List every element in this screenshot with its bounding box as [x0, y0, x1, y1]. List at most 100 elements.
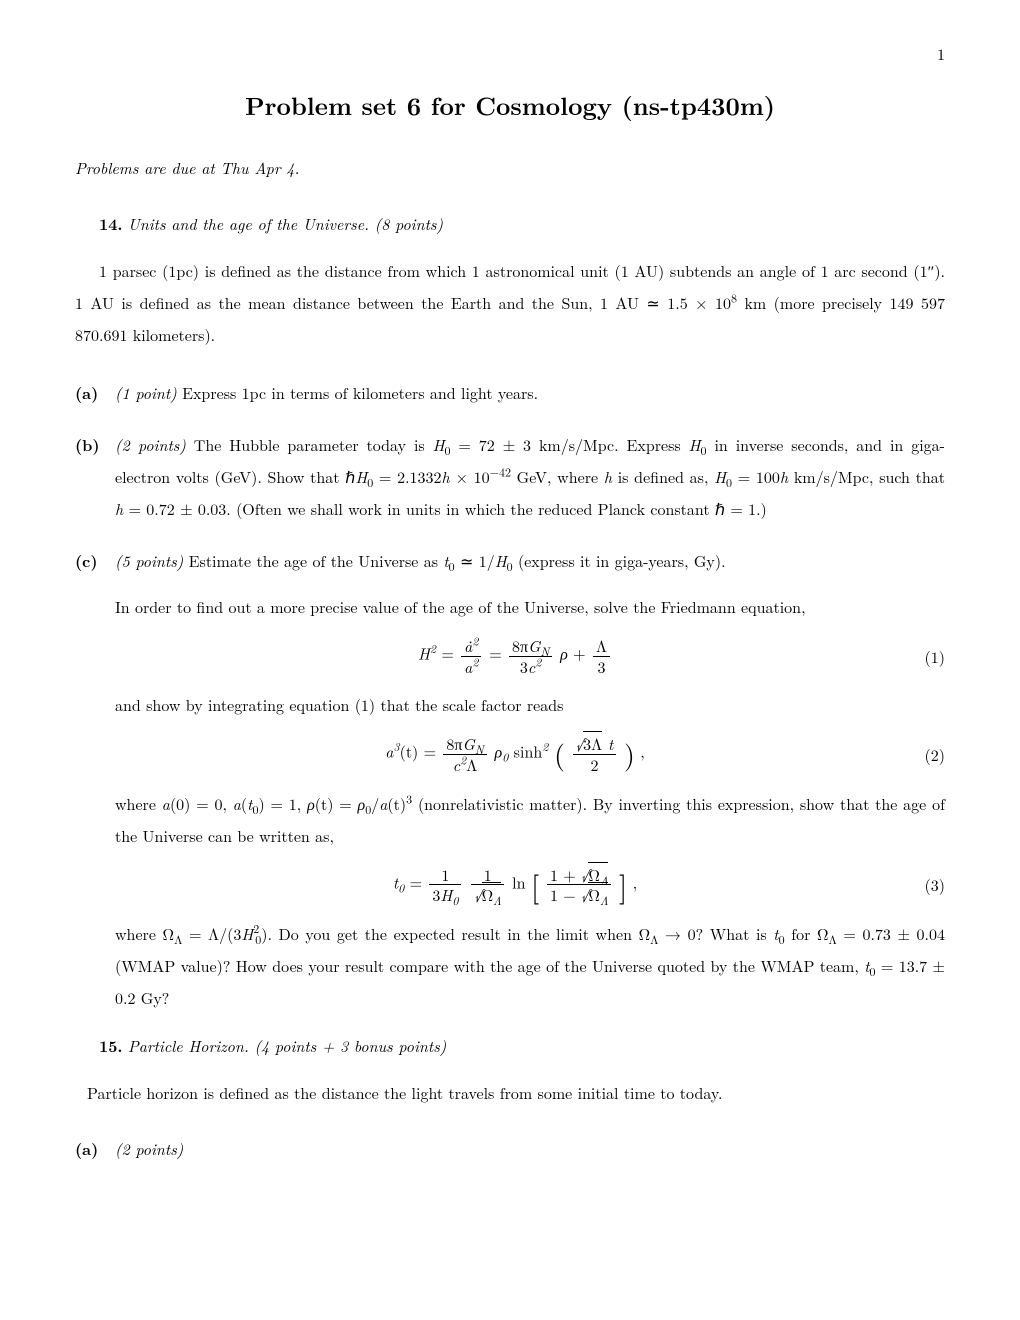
var: h	[604, 465, 612, 488]
fraction: 1 + √ΩΛ 1 − √ΩΛ	[547, 866, 611, 904]
text: The Hubble parameter today is	[186, 433, 433, 456]
text: Estimate the age of the Universe as	[183, 549, 443, 572]
sub: Λ	[600, 892, 608, 909]
sub: 0	[452, 892, 458, 909]
fraction: ȧ2 a2	[461, 637, 481, 675]
problem-title-text: Units and the age of the Universe.	[128, 212, 369, 235]
text: sinh	[508, 740, 542, 763]
part-points: (2 points)	[115, 1137, 183, 1160]
sqrt: ΩΛ	[482, 882, 502, 906]
var: ρ	[307, 792, 315, 815]
text: (0) = 0,	[170, 792, 233, 815]
frac-top: Λ	[593, 637, 610, 657]
var: a	[162, 792, 170, 815]
part-body: (1 point) Express 1pc in terms of kilome…	[115, 377, 945, 409]
part-label: (b)	[75, 429, 115, 525]
text: (t)	[387, 792, 406, 815]
var: h	[115, 497, 123, 520]
text: is defined as,	[612, 465, 714, 488]
op: =	[489, 642, 507, 665]
part-label: (a)	[75, 1133, 115, 1165]
text: 8π	[512, 634, 528, 657]
frac-bot: 3H0	[429, 885, 461, 904]
var: h	[780, 465, 788, 488]
part-body: (2 points)	[115, 1133, 945, 1165]
sup: 2	[535, 653, 541, 670]
comma: ,	[627, 870, 637, 893]
equation-math: H2 = ȧ2 a2 = 8πGN 3c2 ρ + Λ 3	[115, 637, 915, 675]
text: = 2.1332	[373, 465, 441, 488]
equation-number: (3)	[915, 875, 945, 894]
text: In order to find out a more precise valu…	[115, 591, 945, 623]
text: 3	[520, 655, 528, 678]
page-title: Problem set 6 for Cosmology (ns-tp430m)	[75, 87, 945, 126]
part-body: (2 points) The Hubble parameter today is…	[115, 429, 945, 525]
part-14b: (b) (2 points) The Hubble parameter toda…	[75, 429, 945, 525]
text-paragraph: where a(0) = 0, a(t0) = 1, ρ(t) = ρ0/a(t…	[115, 788, 945, 852]
text: km/s/Mpc, such that	[788, 465, 945, 488]
sup: 2	[472, 633, 478, 650]
var: t	[602, 732, 613, 755]
problem-title: Units and the age of the Universe. (8 po…	[128, 212, 443, 235]
part-points: (2 points)	[115, 433, 186, 456]
text: (t) =	[400, 740, 442, 763]
problem-points: (4 points + 3 bonus points)	[254, 1034, 446, 1057]
sup: 2	[542, 739, 548, 756]
equation-3: t0 = 1 3H0 1 √ΩΛ ln [ 1 + √ΩΛ 1 − √ΩΛ ] …	[115, 866, 945, 904]
op: =	[404, 870, 427, 893]
part-label: (c)	[75, 545, 115, 1014]
text: = 72 ± 3 km/s/Mpc. Express	[451, 433, 689, 456]
text: and show by integrating equation (1) tha…	[115, 689, 945, 721]
text: (express it in giga-years, Gy).	[513, 549, 726, 572]
problem-title: Particle Horizon. (4 points + 3 bonus po…	[128, 1034, 446, 1057]
part-points: (1 point)	[115, 381, 177, 404]
due-date: Problems are due at Thu Apr 4.	[75, 156, 945, 181]
part-points: (5 points)	[115, 549, 183, 572]
equation-1: H2 = ȧ2 a2 = 8πGN 3c2 ρ + Λ 3 (1)	[115, 637, 945, 675]
sub: Λ	[829, 931, 837, 948]
text: ) = 1,	[258, 792, 307, 815]
frac-top: √3Λ t	[573, 735, 617, 755]
text: ≃ 1/	[455, 549, 495, 572]
problem-title-text: Particle Horizon.	[128, 1034, 249, 1057]
text-paragraph: where ΩΛ = Λ/(3H20). Do you get the expe…	[115, 918, 945, 1014]
fraction: 1 3H0	[429, 866, 461, 904]
frac-bot: 1 − √ΩΛ	[547, 885, 611, 904]
text: where	[115, 792, 162, 815]
text: = 0.72 ± 0.03. (Often we shall work in u…	[123, 497, 767, 520]
superscript: −42	[490, 464, 511, 481]
problem-points: (8 points)	[375, 212, 443, 235]
var: H	[355, 465, 367, 488]
equation-math: t0 = 1 3H0 1 √ΩΛ ln [ 1 + √ΩΛ 1 − √ΩΛ ] …	[115, 866, 915, 904]
fraction: 8πGN c2Λ	[443, 735, 486, 773]
bracket-open: (	[554, 734, 565, 774]
var: H	[433, 433, 445, 456]
fraction: Λ 3	[593, 637, 610, 675]
var: Λ	[466, 753, 477, 776]
equation-math: a3(t) = 8πGN c2Λ ρ0 sinh2 ( √3Λ t 2 ) ,	[115, 735, 915, 773]
var: a	[233, 792, 241, 815]
problem-15-header: 15. Particle Horizon. (4 points + 3 bonu…	[75, 1034, 945, 1059]
frac-bot: √ΩΛ	[471, 885, 504, 904]
var: ρ	[560, 642, 568, 665]
part-body: (5 points) Estimate the age of the Unive…	[115, 545, 945, 1014]
op: +	[568, 642, 591, 665]
part-label: (a)	[75, 377, 115, 409]
text: GeV, where	[511, 465, 604, 488]
sup: 2	[472, 653, 478, 670]
frac-bot: 2	[573, 755, 617, 774]
problem-14-header: 14. Units and the age of the Universe. (…	[75, 212, 945, 237]
text: → 0? What is	[658, 922, 773, 945]
equation-number: (2)	[915, 745, 945, 764]
frac-bot: a2	[461, 657, 481, 676]
var: H	[418, 642, 430, 665]
problem-14-intro: 1 parsec (1pc) is defined as the distanc…	[75, 255, 945, 351]
text: ). Do you get the expected result in the…	[261, 922, 650, 945]
text: = Λ/(3	[182, 922, 241, 945]
sub: Λ	[493, 892, 501, 909]
comma: ,	[635, 740, 645, 763]
var: H	[689, 433, 701, 456]
var: H	[714, 465, 726, 488]
fraction: √3Λ t 2	[573, 735, 617, 773]
var: h	[442, 465, 450, 488]
